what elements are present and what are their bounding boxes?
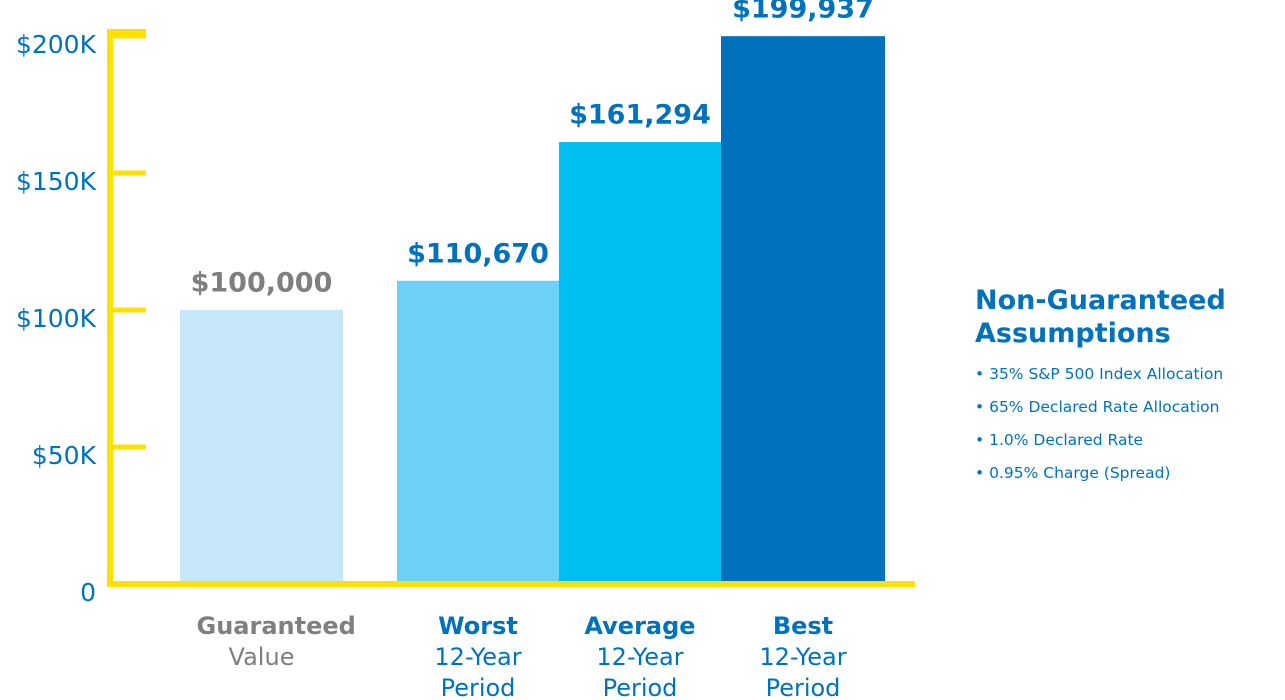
- value-label: $100,000: [191, 268, 333, 299]
- category-label: Average 12-Year Period: [575, 611, 705, 700]
- category-detail: 12-Year Period: [759, 643, 847, 700]
- category-detail: 12-Year Period: [434, 643, 522, 700]
- category-name: Worst: [438, 612, 518, 640]
- axis: [107, 29, 915, 587]
- value-label: $161,294: [569, 100, 711, 131]
- side-title: Non-Guaranteed Assumptions: [975, 285, 1226, 349]
- category-label: Best 12-Year Period: [738, 611, 868, 700]
- assumption-list: 35% S&P 500 Index Allocation 65% Declared…: [975, 364, 1280, 483]
- category-name: Average: [584, 612, 696, 640]
- y-tick-label: 0: [80, 578, 96, 607]
- side-panel: Non-Guaranteed Assumptions 35% S&P 500 I…: [975, 284, 1280, 496]
- bar: [721, 36, 885, 585]
- value-label: $199,937: [732, 0, 874, 25]
- category-detail: Value: [228, 643, 295, 671]
- y-tick-label: $50K: [32, 441, 97, 470]
- assumption: 35% S&P 500 Index Allocation: [975, 364, 1280, 384]
- value-label: $110,670: [407, 238, 549, 269]
- assumption: 65% Declared Rate Allocation: [975, 397, 1280, 417]
- category-detail: 12-Year Period: [596, 643, 684, 700]
- y-tick-label: $200K: [16, 30, 97, 59]
- bar: [397, 280, 559, 584]
- bar: [559, 142, 721, 584]
- y-tick-label: $100K: [16, 304, 97, 333]
- category-name: Best: [772, 612, 834, 640]
- category-label: Guaranteed Value: [196, 611, 356, 673]
- chart: 0 $50K $100K $150K $200K $100,000 $110,670 $161…: [16, 0, 915, 607]
- category-label: Worst 12-Year Period: [413, 611, 543, 700]
- bar: [180, 310, 343, 584]
- assumption: 0.95% Charge (Spread): [975, 463, 1280, 483]
- assumption: 1.0% Declared Rate: [975, 430, 1280, 450]
- category-name: Guaranteed: [196, 612, 356, 640]
- y-tick-label: $150K: [16, 167, 97, 196]
